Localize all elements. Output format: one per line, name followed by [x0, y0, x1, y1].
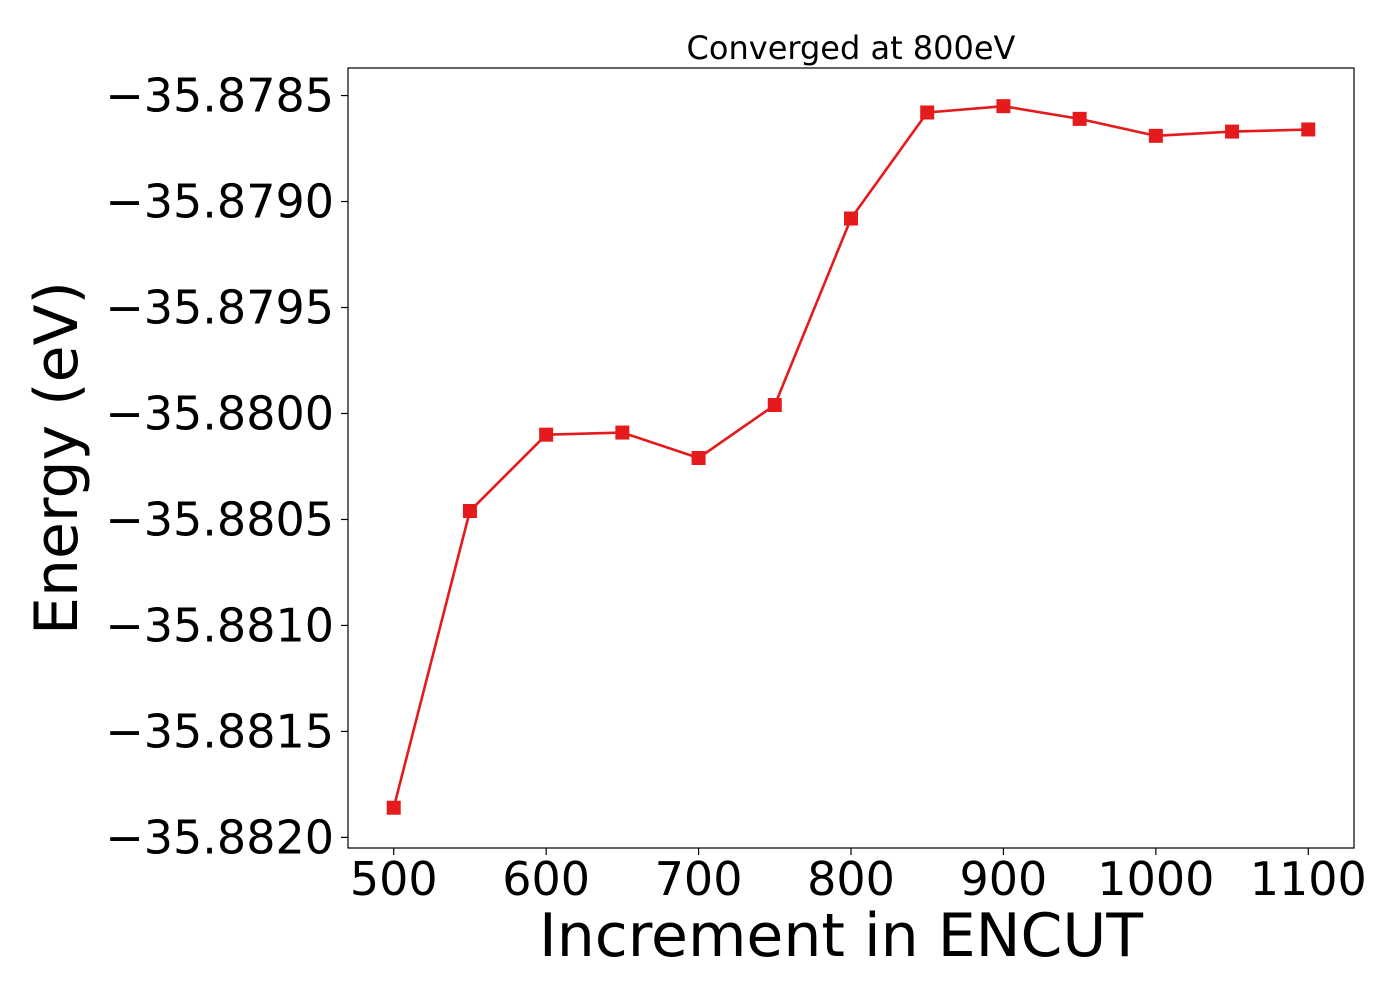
data-point: [996, 99, 1011, 114]
data-point: [1148, 128, 1163, 143]
y-axis-title: Energy (eV): [22, 281, 92, 635]
data-point: [844, 211, 858, 226]
data-point: [615, 425, 630, 440]
x-tick-label: 800: [807, 852, 895, 906]
y-tick-label: −35.8785: [105, 69, 334, 123]
y-tick-label: −35.8795: [105, 281, 334, 335]
data-point: [1225, 124, 1240, 139]
data-point: [920, 105, 935, 120]
data-point: [386, 800, 401, 815]
x-tick-label: 700: [655, 852, 743, 906]
x-tick-label: 1000: [1097, 852, 1214, 906]
x-tick-label: 900: [960, 852, 1048, 906]
x-axis-title: Increment in ENCUT: [539, 901, 1143, 971]
data-point: [539, 427, 554, 442]
chart-title: Converged at 800eV: [687, 29, 1016, 67]
y-tick-label: −35.8810: [105, 598, 334, 652]
data-point: [691, 451, 706, 465]
x-tick-label: 500: [350, 852, 438, 906]
x-tick-label: 1100: [1250, 852, 1367, 906]
y-tick-label: −35.8800: [105, 386, 334, 440]
y-tick-label: −35.8820: [105, 810, 334, 864]
series-line: [392, 104, 1309, 809]
plot-area: 500 600 700 800 900 1000 1100 −35.8820 −35.8815…: [105, 67, 1367, 906]
y-tick-label: −35.8815: [105, 704, 334, 758]
data-point: [1301, 122, 1316, 137]
series-layer: [386, 99, 1316, 815]
plot-frame: [347, 67, 1355, 849]
data-point: [1072, 111, 1087, 126]
x-tick-label: 600: [502, 852, 590, 906]
x-axis-ticks: 500 600 700 800 900 1000 1100: [350, 848, 1367, 906]
data-point: [767, 398, 782, 413]
y-tick-label: −35.8805: [105, 492, 334, 546]
data-point: [462, 503, 477, 518]
y-tick-label: −35.8790: [105, 175, 334, 229]
y-axis-ticks: −35.8820 −35.8815 −35.8810 −35.8805 −35.8800…: [105, 69, 348, 864]
